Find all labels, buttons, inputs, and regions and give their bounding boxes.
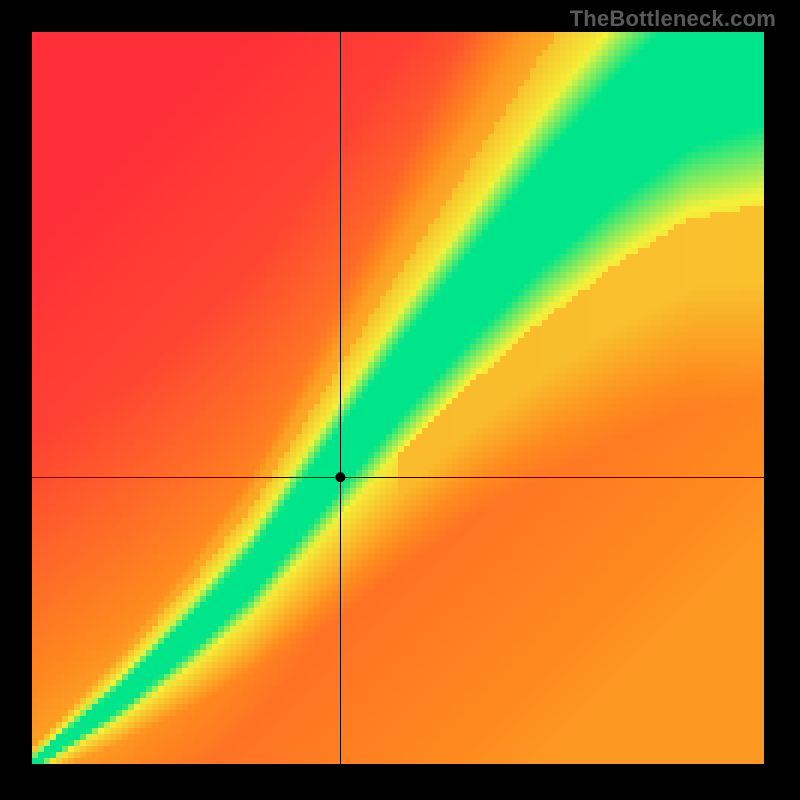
heatmap-canvas [0, 0, 800, 800]
root: TheBottleneck.com [0, 0, 800, 800]
